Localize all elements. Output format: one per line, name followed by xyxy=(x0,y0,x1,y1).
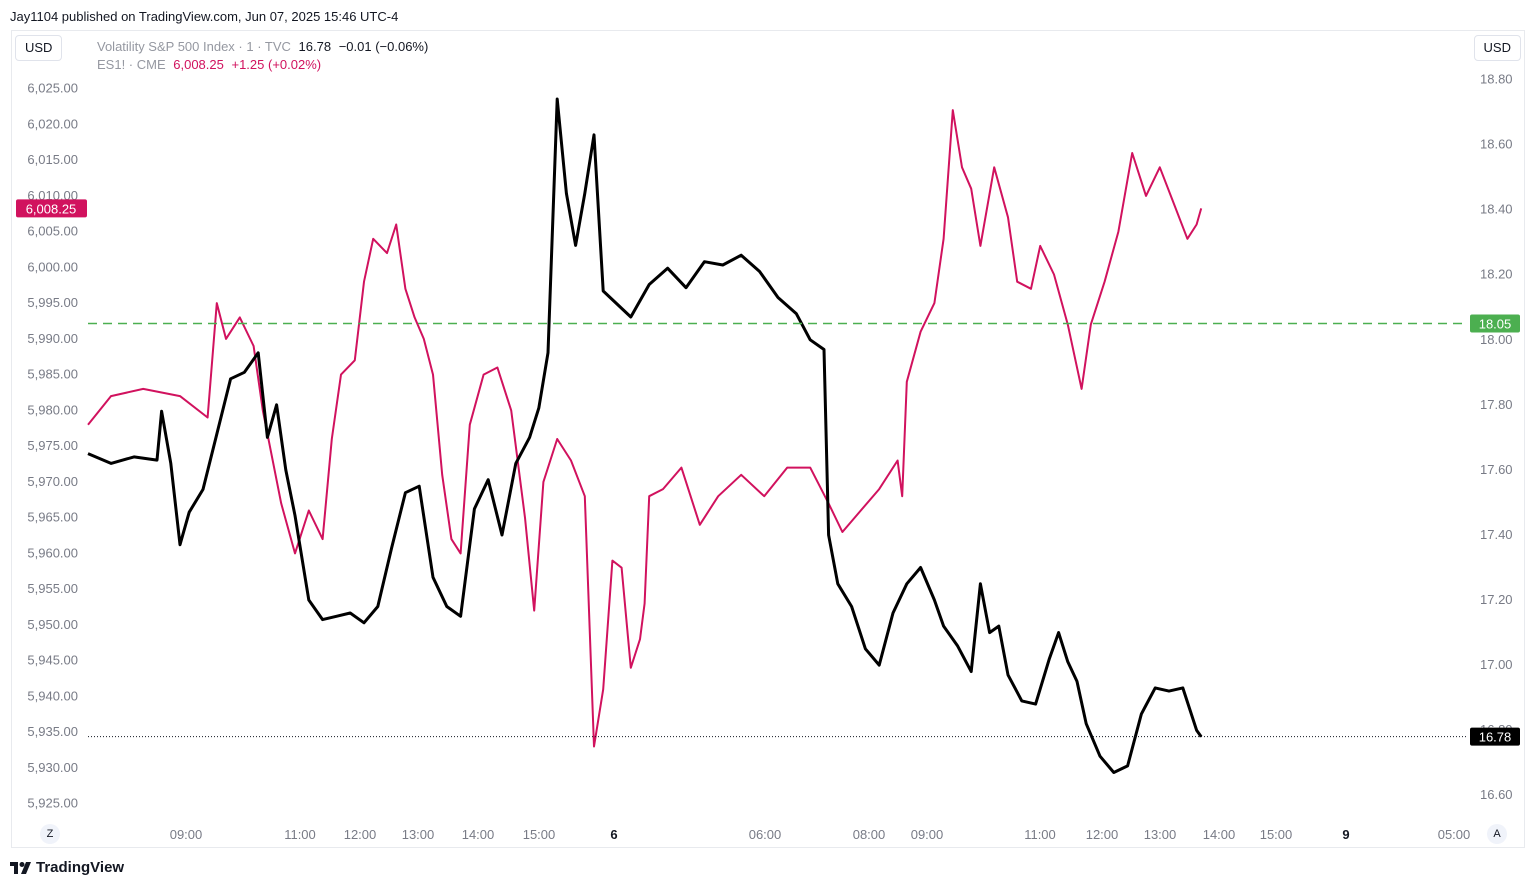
tradingview-logo[interactable]: TradingView xyxy=(10,859,124,876)
nav-right-button[interactable]: A xyxy=(1487,824,1507,844)
tradingview-brand: TradingView xyxy=(36,859,125,876)
chart-legend: Volatility S&P 500 Index · 1 · TVC 16.78… xyxy=(97,38,432,74)
nav-left-button[interactable]: Z xyxy=(40,824,60,844)
chart-frame xyxy=(11,30,1525,848)
tradingview-logo-icon xyxy=(10,861,31,874)
legend-es-last: 6,008.25 xyxy=(173,57,224,72)
legend-vix-last: 16.78 xyxy=(298,39,332,54)
legend-es-change: +1.25 (+0.02%) xyxy=(231,57,322,72)
legend-es-symbol: ES1! · CME xyxy=(97,57,166,72)
legend-vix-change: −0.01 (−0.06%) xyxy=(338,39,429,54)
currency-right-button[interactable]: USD xyxy=(1473,35,1521,61)
legend-row-vix[interactable]: Volatility S&P 500 Index · 1 · TVC 16.78… xyxy=(97,38,432,56)
legend-vix-symbol: Volatility S&P 500 Index · 1 · TVC xyxy=(97,39,291,54)
published-caption: Jay1104 published on TradingView.com, Ju… xyxy=(10,9,399,24)
currency-left-button[interactable]: USD xyxy=(15,35,63,61)
legend-row-es[interactable]: ES1! · CME 6,008.25 +1.25 (+0.02%) xyxy=(97,56,432,74)
